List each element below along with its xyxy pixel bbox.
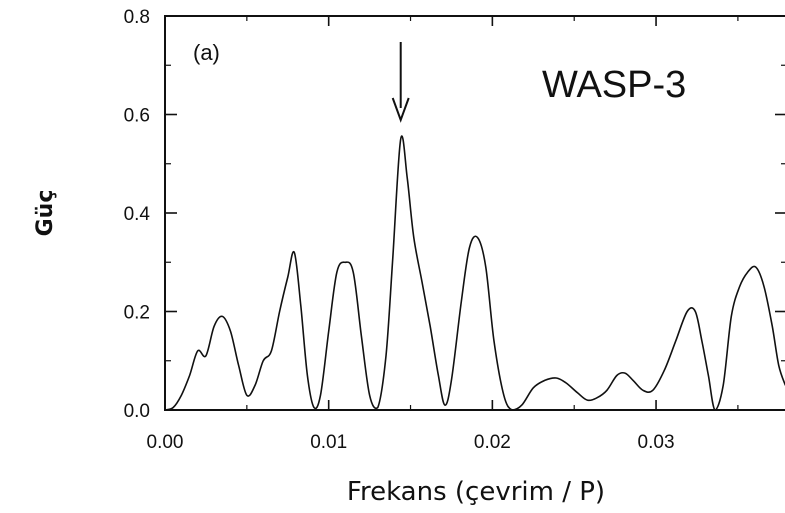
x-tick-label: 0.03	[638, 432, 675, 453]
y-tick-label: 0.0	[124, 401, 150, 422]
x-axis-title: Frekans (çevrim / P)	[347, 477, 605, 507]
y-tick-label: 0.2	[124, 303, 150, 324]
peak-arrow	[391, 42, 410, 123]
y-axis-title: Güç	[33, 190, 58, 237]
y-tick-label: 0.6	[124, 106, 150, 127]
power-spectrum-line	[164, 135, 785, 411]
x-tick-label: 0.01	[310, 432, 347, 453]
peak-arrow-head	[391, 97, 410, 123]
axis-ticks	[164, 15, 785, 411]
y-tick-label: 0.4	[124, 204, 151, 225]
plot-frame	[164, 15, 785, 411]
x-tick-label: 0.00	[147, 432, 184, 453]
tick-labels: 0.00 0.01 0.02 0.03 0.0 0.2 0.4 0.6 0.8	[124, 7, 675, 453]
y-tick-label: 0.8	[124, 7, 150, 28]
star-annotation: WASP-3	[542, 64, 686, 106]
x-tick-label: 0.02	[474, 432, 511, 453]
panel-label: (a)	[193, 40, 220, 65]
